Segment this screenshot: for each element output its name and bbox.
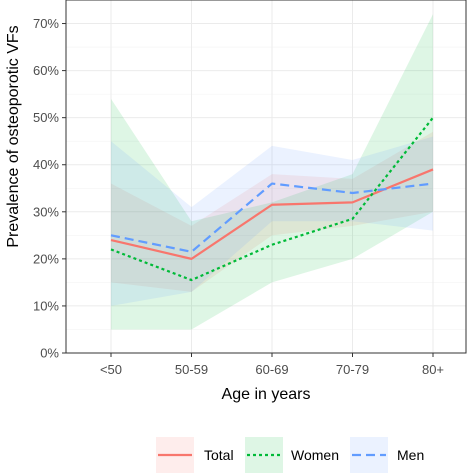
x-axis-title: Age in years <box>222 386 311 403</box>
confidence-band-men <box>111 136 433 306</box>
legend-label: Total <box>204 447 234 463</box>
legend: Total Women Men <box>156 437 424 473</box>
legend-item-total: Total <box>156 437 234 473</box>
legend-label: Women <box>291 447 339 463</box>
legend-key-band <box>245 437 283 473</box>
y-tick-label: 20% <box>33 251 59 266</box>
y-tick-label: 50% <box>33 110 59 125</box>
series-line-total <box>110 168 434 260</box>
x-axis-ticks: <50 50-59 60-69 70-79 80+ <box>100 353 444 377</box>
x-tick-label: 50-59 <box>175 362 208 377</box>
grid-lines <box>66 0 466 354</box>
legend-item-men: Men <box>350 437 424 473</box>
y-tick-label: 10% <box>33 298 59 313</box>
confidence-bands <box>111 14 433 330</box>
legend-item-women: Women <box>245 437 339 473</box>
plot-panel-border <box>65 0 467 354</box>
y-axis-title: Prevalence of osteoporotic VFs <box>5 25 22 247</box>
y-tick-label: 70% <box>33 16 59 31</box>
series-line-women <box>110 116 434 282</box>
x-tick-label: 70-79 <box>336 362 369 377</box>
x-tick-label: 60-69 <box>255 362 288 377</box>
x-tick-label: <50 <box>100 362 122 377</box>
y-tick-label: 60% <box>33 63 59 78</box>
y-tick-label: 0% <box>40 346 59 361</box>
confidence-band-women <box>111 14 433 330</box>
legend-label: Men <box>397 447 424 463</box>
series-lines <box>110 116 434 282</box>
series-line-men <box>110 182 434 253</box>
x-tick-label: 80+ <box>422 362 444 377</box>
y-axis-ticks: 0% 10% 20% 30% 40% 50% 60% 70% <box>33 16 66 361</box>
confidence-band-total <box>111 131 433 292</box>
y-tick-label: 40% <box>33 157 59 172</box>
y-tick-label: 30% <box>33 204 59 219</box>
